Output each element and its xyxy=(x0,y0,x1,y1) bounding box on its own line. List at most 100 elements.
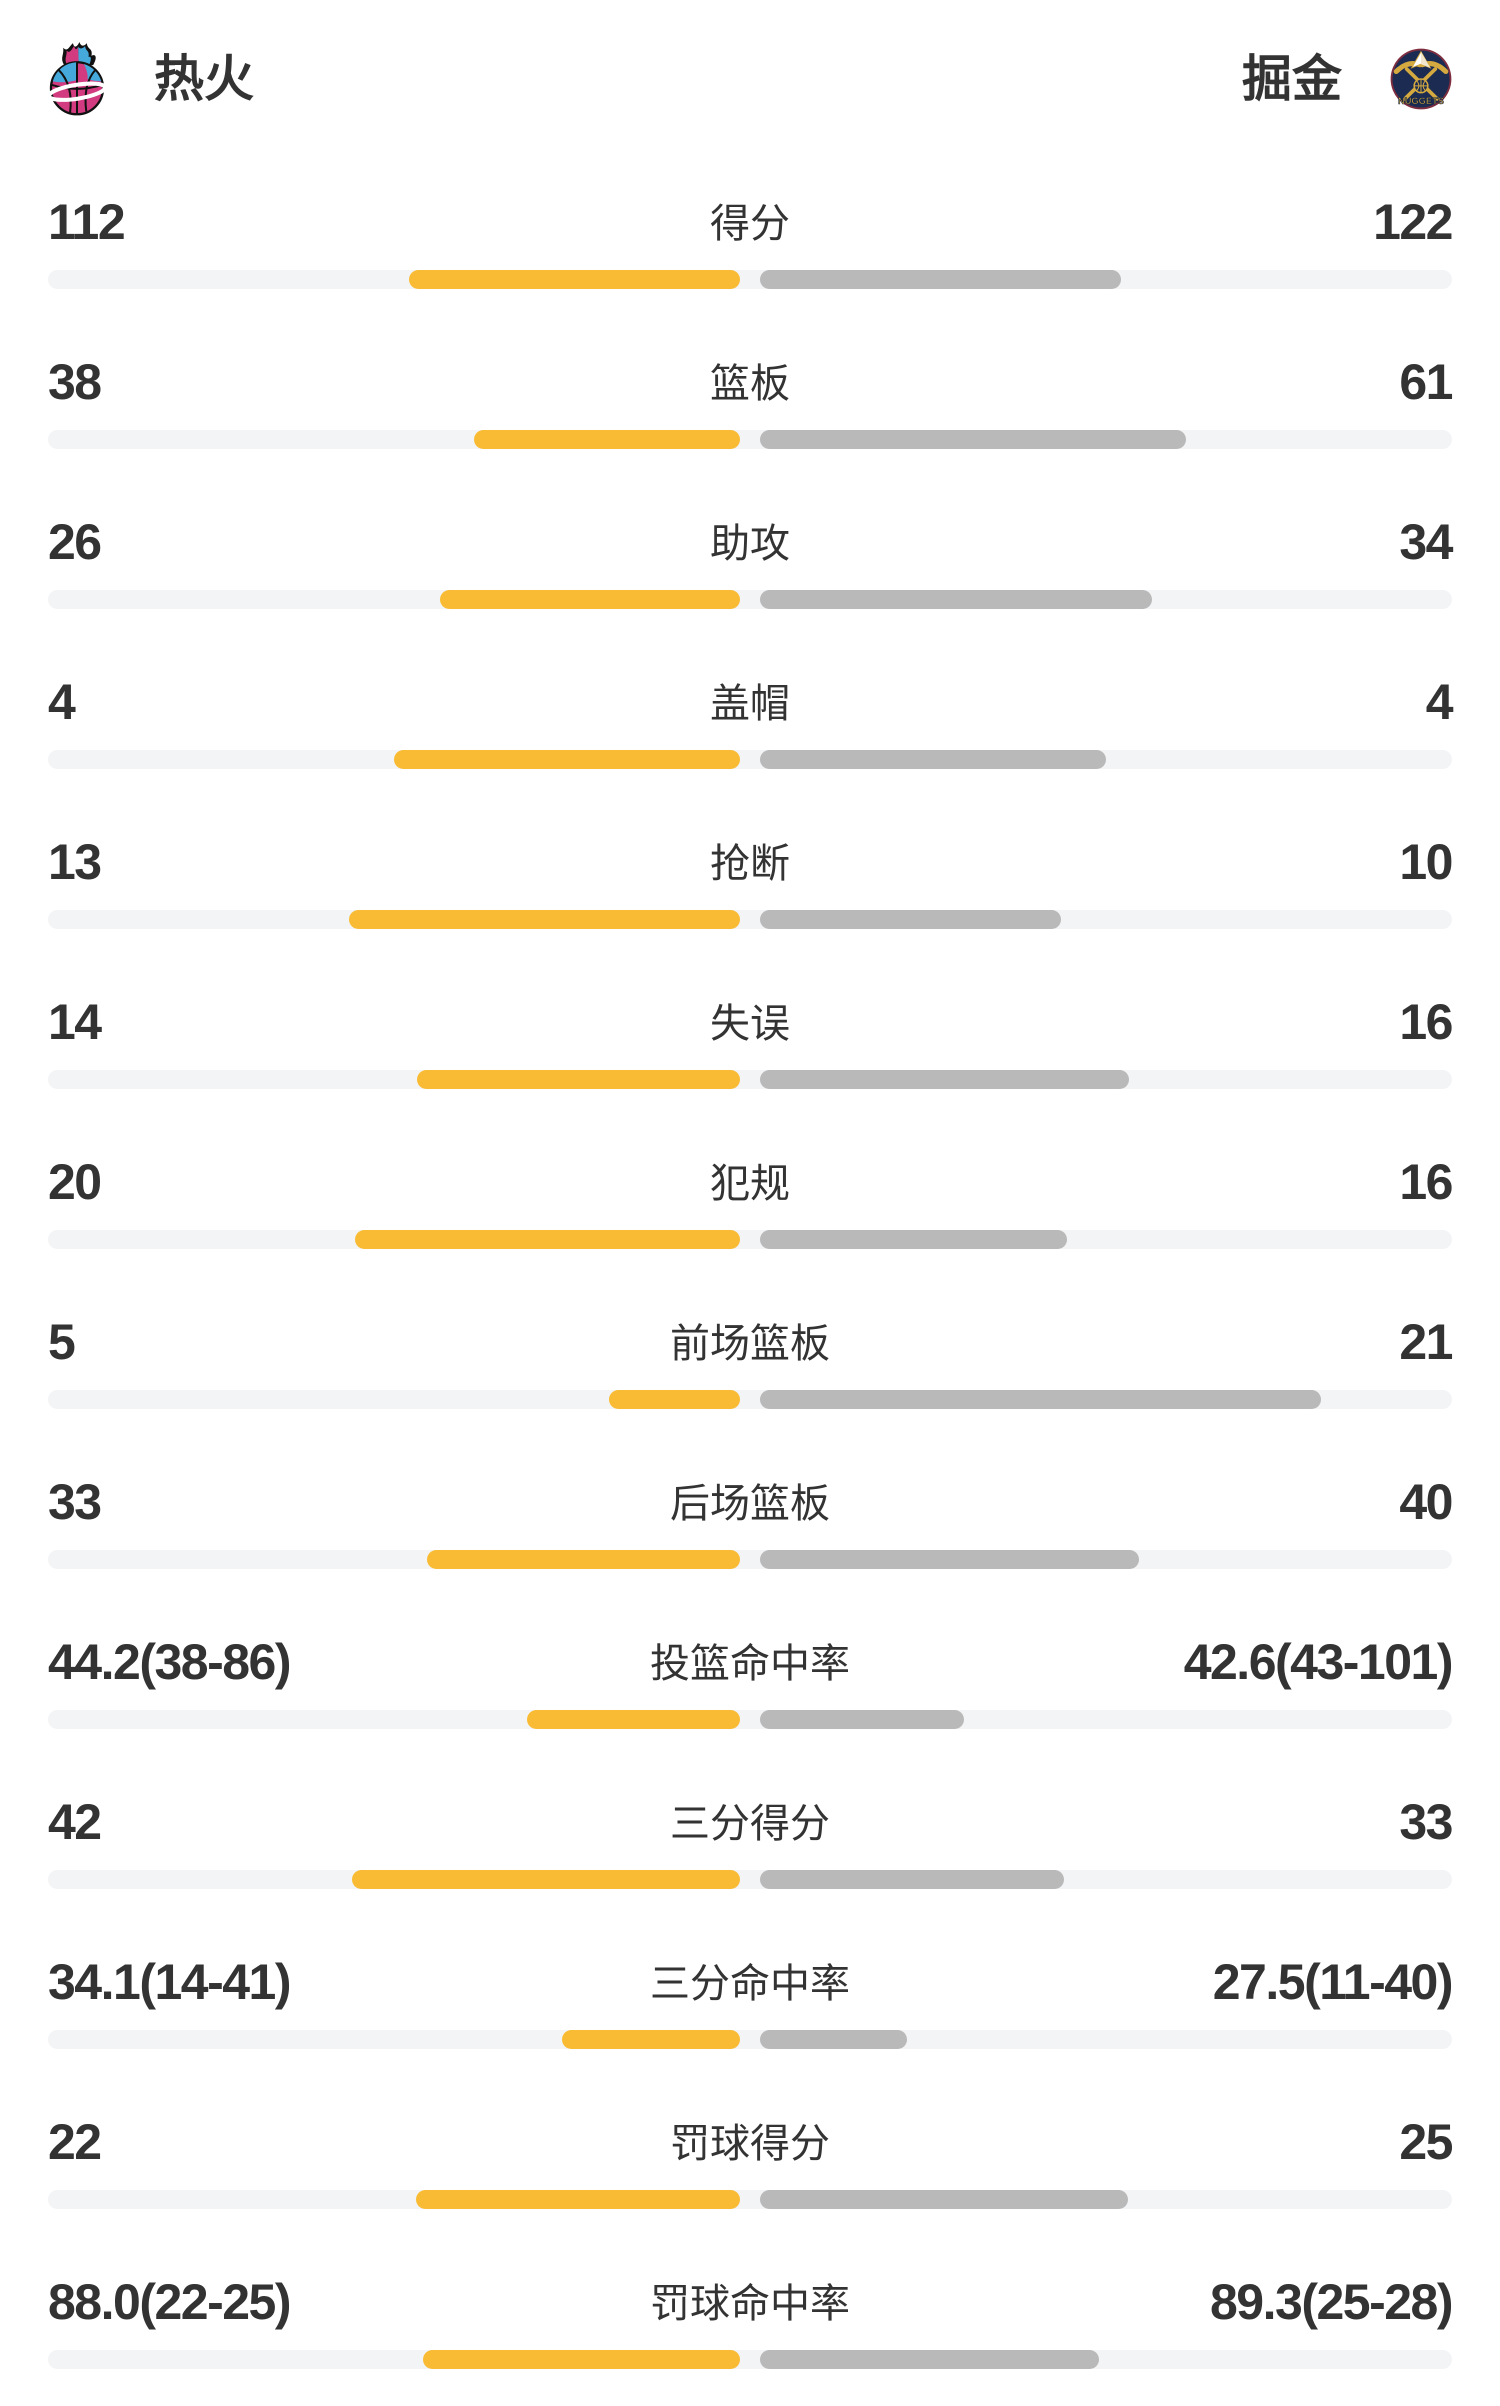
left-team-value: 5 xyxy=(48,1314,76,1370)
right-team-value: 4 xyxy=(1425,674,1454,730)
right-team-bar xyxy=(760,1390,1321,1409)
right-team-value: 61 xyxy=(1399,354,1453,410)
left-team-bar xyxy=(609,1390,740,1409)
left-team-bar xyxy=(355,1230,740,1249)
stat-row-field-goal-pct: 44.2(38-86) 投篮命中率 42.6(43-101) xyxy=(0,1606,1500,1766)
right-team-value: 10 xyxy=(1399,834,1453,890)
stat-label: 失误 xyxy=(710,1002,790,1046)
stat-row-free-throw-pct: 88.0(22-25) 罚球命中率 89.3(25-28) xyxy=(0,2246,1500,2406)
right-team-bar xyxy=(760,910,1061,929)
stat-label: 犯规 xyxy=(710,1162,790,1206)
bar-track xyxy=(48,430,1452,449)
stat-row-steals: 13 抢断 10 xyxy=(0,806,1500,966)
stat-label: 投篮命中率 xyxy=(650,1642,850,1686)
left-team-bar xyxy=(440,590,740,609)
stat-row-blocks: 4 盖帽 4 xyxy=(0,646,1500,806)
right-team-bar xyxy=(760,1070,1129,1089)
stat-label: 抢断 xyxy=(710,842,790,886)
stat-row-defensive-rebounds: 33 后场篮板 40 xyxy=(0,1446,1500,1606)
right-team-bar xyxy=(760,2350,1099,2369)
stat-row-three-point-points: 42 三分得分 33 xyxy=(0,1766,1500,1926)
right-team-bar xyxy=(760,430,1186,449)
right-team-value: 27.5(11-40) xyxy=(1212,1954,1454,2010)
stat-row-rebounds: 38 篮板 61 xyxy=(0,326,1500,486)
right-team-bar xyxy=(760,270,1121,289)
right-team-value: 25 xyxy=(1399,2114,1453,2170)
stat-label: 得分 xyxy=(710,202,790,246)
stat-row-free-throw-points: 22 罚球得分 25 xyxy=(0,2086,1500,2246)
left-team-bar xyxy=(349,910,740,929)
right-team-value: 40 xyxy=(1399,1474,1453,1530)
nuggets-team-logo-icon: NUGGETS xyxy=(1390,48,1452,110)
nuggets-wordmark: NUGGETS xyxy=(1398,96,1444,106)
right-team-bar xyxy=(760,1870,1064,1889)
left-team-value: 20 xyxy=(48,1154,102,1210)
left-team-value: 4 xyxy=(48,674,76,730)
stat-label: 罚球命中率 xyxy=(650,2282,850,2326)
bar-track xyxy=(48,2350,1452,2369)
left-team-value: 33 xyxy=(48,1474,102,1530)
bar-track xyxy=(48,270,1452,289)
stat-label: 三分命中率 xyxy=(650,1962,850,2006)
stat-label: 篮板 xyxy=(710,362,790,406)
bar-track xyxy=(48,1390,1452,1409)
left-team-bar xyxy=(352,1870,740,1889)
stat-row-fouls: 20 犯规 16 xyxy=(0,1126,1500,1286)
right-team-bar xyxy=(760,1710,964,1729)
left-team-bar xyxy=(427,1550,740,1569)
left-team-header: 热火 xyxy=(48,42,254,116)
stat-row-assists: 26 助攻 34 xyxy=(0,486,1500,646)
left-team-value: 44.2(38-86) xyxy=(48,1634,292,1690)
right-team-value: 89.3(25-28) xyxy=(1210,2274,1454,2330)
left-team-bar xyxy=(423,2350,740,2369)
stat-row-offensive-rebounds: 5 前场篮板 21 xyxy=(0,1286,1500,1446)
bar-track xyxy=(48,1230,1452,1249)
left-team-bar xyxy=(394,750,740,769)
right-team-value: 34 xyxy=(1399,514,1453,570)
matchup-header: 热火 掘金 NUGGETS xyxy=(0,0,1500,118)
right-team-bar xyxy=(760,2190,1128,2209)
left-team-value: 34.1(14-41) xyxy=(48,1954,292,2010)
left-team-bar xyxy=(474,430,740,449)
bar-track xyxy=(48,910,1452,929)
left-team-bar xyxy=(527,1710,740,1729)
left-team-value: 112 xyxy=(48,194,126,250)
right-team-value: 16 xyxy=(1399,994,1453,1050)
stat-label: 助攻 xyxy=(710,522,790,566)
left-team-value: 42 xyxy=(48,1794,102,1850)
right-team-value: 42.6(43-101) xyxy=(1183,1634,1454,1690)
stat-label: 罚球得分 xyxy=(670,2122,830,2166)
bar-track xyxy=(48,590,1452,609)
stat-label: 盖帽 xyxy=(710,682,790,726)
right-team-name: 掘金 xyxy=(1242,51,1342,107)
left-team-value: 13 xyxy=(48,834,102,890)
left-team-value: 14 xyxy=(48,994,102,1050)
stat-label: 三分得分 xyxy=(670,1802,830,1846)
left-team-bar xyxy=(409,270,740,289)
stat-label: 后场篮板 xyxy=(670,1482,830,1526)
bar-track xyxy=(48,1550,1452,1569)
left-team-bar xyxy=(416,2190,740,2209)
left-team-bar xyxy=(562,2030,740,2049)
right-team-value: 33 xyxy=(1399,1794,1453,1850)
left-team-name: 热火 xyxy=(154,51,254,107)
stat-label: 前场篮板 xyxy=(670,1322,830,1366)
left-team-value: 88.0(22-25) xyxy=(48,2274,292,2330)
bar-track xyxy=(48,2030,1452,2049)
bar-track xyxy=(48,1710,1452,1729)
right-team-value: 122 xyxy=(1373,194,1453,250)
bar-track xyxy=(48,2190,1452,2209)
bar-track xyxy=(48,1070,1452,1089)
bar-track xyxy=(48,1870,1452,1889)
team-stats-comparison: 112 得分 122 38 篮板 61 26 助攻 34 xyxy=(0,166,1500,2406)
stat-row-three-point-pct: 34.1(14-41) 三分命中率 27.5(11-40) xyxy=(0,1926,1500,2086)
right-team-bar xyxy=(760,590,1152,609)
left-team-bar xyxy=(417,1070,740,1089)
right-team-bar xyxy=(760,1550,1139,1569)
left-team-value: 26 xyxy=(48,514,102,570)
stat-row-points: 112 得分 122 xyxy=(0,166,1500,326)
right-team-value: 21 xyxy=(1399,1314,1453,1370)
left-team-value: 22 xyxy=(48,2114,102,2170)
bar-track xyxy=(48,750,1452,769)
right-team-bar xyxy=(760,750,1106,769)
